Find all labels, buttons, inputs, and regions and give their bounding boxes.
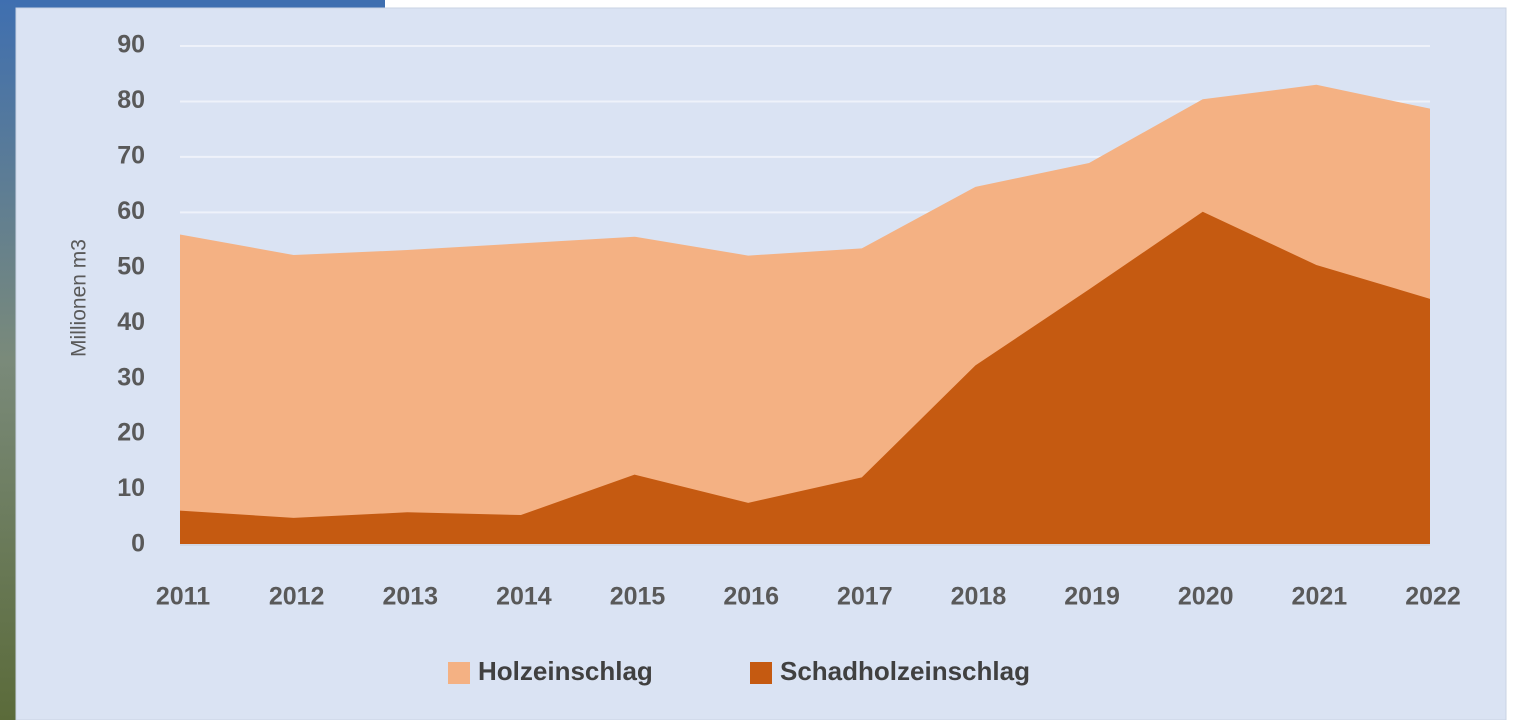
x-tick-label: 2012 (269, 583, 325, 611)
y-tick-label: 0 (131, 530, 145, 558)
photo-strip (0, 0, 16, 720)
x-tick-label: 2022 (1405, 583, 1461, 611)
y-axis-title: Millionen m3 (68, 239, 91, 357)
x-tick-label: 2019 (1064, 583, 1120, 611)
y-tick-label: 70 (117, 141, 145, 169)
area (180, 211, 1430, 546)
x-tick-label: 2018 (951, 583, 1007, 611)
x-tick-label: 2011 (156, 583, 210, 611)
y-tick-label: 20 (117, 419, 145, 447)
legend-label: Holzeinschlag (478, 656, 653, 686)
y-tick-label: 30 (117, 363, 145, 391)
y-tick-label: 40 (117, 308, 145, 336)
legend-label: Schadholzeinschlag (780, 656, 1030, 686)
legend-swatch (750, 662, 772, 684)
x-tick-label: 2021 (1292, 583, 1348, 611)
y-tick-label: 60 (117, 197, 145, 225)
x-tick-label: 2014 (496, 583, 552, 611)
x-tick-label: 2016 (723, 583, 779, 611)
y-tick-label: 10 (117, 474, 145, 502)
photo-strip (0, 0, 385, 10)
legend-swatch (448, 662, 470, 684)
x-tick-label: 2015 (610, 583, 666, 611)
x-tick-label: 2013 (382, 583, 438, 611)
x-tick-label: 2020 (1178, 583, 1234, 611)
y-tick-label: 90 (117, 31, 145, 59)
y-tick-label: 80 (117, 86, 145, 114)
y-tick-label: 50 (117, 252, 145, 280)
x-tick-label: 2017 (837, 583, 893, 611)
